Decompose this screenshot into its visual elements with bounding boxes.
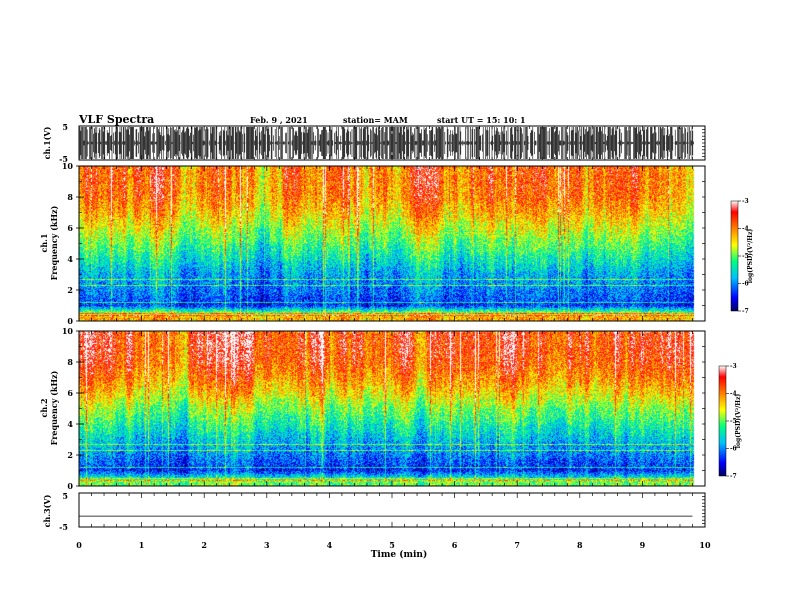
ch1-colorbar-ticks: -3 -4 -5 -6 -7 bbox=[738, 198, 749, 315]
x-axis-label: Time (min) bbox=[371, 549, 428, 560]
chart-title: VLF Spectra bbox=[78, 113, 154, 126]
colorbar-tick-label: -4 bbox=[730, 391, 737, 398]
ch1-waveform-trace bbox=[79, 127, 694, 159]
date-label: Feb. 9 , 2021 bbox=[250, 115, 308, 125]
ch1-colorbar bbox=[730, 200, 739, 312]
colorbar-tick-label: -6 bbox=[742, 281, 749, 288]
x-tick-label: 4 bbox=[327, 540, 333, 550]
ch1-spectrogram-image bbox=[79, 166, 705, 321]
y-tick-label: 0 bbox=[67, 316, 73, 326]
y-tick-label: 6 bbox=[67, 388, 73, 398]
ch1-ytick-top: 5 bbox=[62, 122, 68, 132]
ch3-waveform-panel: 5 -5 ch.3(V) bbox=[42, 491, 706, 532]
station-label: station= MAM bbox=[343, 115, 408, 125]
ch1-spectrogram-channel-label: ch.1 bbox=[39, 233, 49, 252]
ch2-spectrogram-channel-label: ch.2 bbox=[39, 398, 49, 417]
y-tick-label: 8 bbox=[67, 357, 73, 367]
time-axis-tick-labels: 0 1 2 3 4 5 6 7 8 9 10 bbox=[76, 540, 711, 550]
colorbar-tick-label: -7 bbox=[742, 308, 749, 315]
y-tick-label: 4 bbox=[67, 254, 73, 264]
ch1-waveform-ylabel: ch.1(V) bbox=[42, 126, 52, 159]
colorbar-tick-label: -3 bbox=[730, 363, 737, 370]
x-tick-label: 10 bbox=[699, 540, 711, 550]
x-tick-label: 9 bbox=[640, 540, 646, 550]
x-tick-label: 3 bbox=[264, 540, 270, 550]
ch1-waveform-path bbox=[79, 127, 694, 159]
ch1-spectrogram-yticks: 0 2 4 6 8 10 bbox=[62, 161, 84, 326]
x-tick-label: 2 bbox=[201, 540, 207, 550]
x-tick-label: 6 bbox=[452, 540, 458, 550]
y-tick-label: 4 bbox=[67, 419, 73, 429]
y-tick-label: 2 bbox=[67, 450, 73, 460]
y-tick-label: 10 bbox=[62, 326, 74, 336]
ch3-ytick-bottom: -5 bbox=[59, 522, 68, 532]
y-tick-label: 0 bbox=[67, 481, 73, 491]
colorbar-tick-label: -6 bbox=[730, 446, 737, 453]
ch3-waveform-frame bbox=[78, 492, 706, 528]
time-axis-ticks bbox=[78, 125, 706, 528]
ch1-waveform-panel: 5 -5 ch.1(V) bbox=[42, 122, 706, 164]
y-tick-label: 8 bbox=[67, 192, 73, 202]
colorbar-tick-label: -4 bbox=[742, 226, 749, 233]
x-tick-label: 7 bbox=[514, 540, 520, 550]
start-ut-label: start UT = 15: 10: 1 bbox=[437, 115, 526, 125]
ch1-spectrogram-ylabel: Frequency (kHz) bbox=[49, 205, 59, 280]
colorbar-tick-label: -7 bbox=[730, 473, 737, 480]
ch2-colorbar bbox=[718, 365, 727, 477]
colorbar-tick-label: -5 bbox=[742, 253, 749, 260]
y-tick-label: 2 bbox=[67, 285, 73, 295]
ch2-spectrogram-yticks: 0 2 4 6 8 10 bbox=[62, 326, 84, 491]
x-tick-label: 8 bbox=[577, 540, 583, 550]
y-tick-label: 6 bbox=[67, 223, 73, 233]
colorbar-tick-label: -5 bbox=[730, 418, 737, 425]
ch2-colorbar-label: log(PSD)(V²/Hz) bbox=[735, 394, 742, 449]
colorbar-tick-label: -3 bbox=[742, 198, 749, 205]
ch3-waveform-ylabel: ch.3(V) bbox=[42, 494, 52, 527]
y-tick-label: 10 bbox=[62, 161, 74, 171]
ch1-colorbar-label: log(PSD)(V²/Hz) bbox=[747, 229, 754, 284]
x-tick-label: 5 bbox=[389, 540, 395, 550]
x-tick-label: 0 bbox=[76, 540, 82, 550]
ch2-spectrogram-ylabel: Frequency (kHz) bbox=[49, 370, 59, 445]
ch2-spectrogram-image bbox=[79, 331, 705, 486]
ch3-ytick-top: 5 bbox=[62, 491, 68, 501]
x-tick-label: 1 bbox=[139, 540, 145, 550]
ch1-ytick-bottom: -5 bbox=[59, 154, 68, 164]
ch2-colorbar-ticks: -3 -4 -5 -6 -7 bbox=[726, 363, 737, 480]
